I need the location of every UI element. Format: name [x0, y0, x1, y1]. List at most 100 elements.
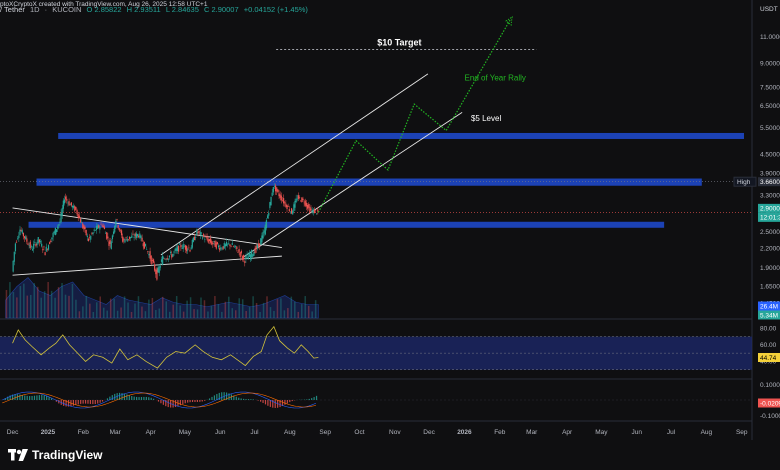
candle-body: [36, 242, 38, 245]
candle-body: [102, 225, 104, 227]
candle-body: [281, 200, 284, 201]
candle-body: [45, 246, 47, 252]
macd-histogram-bar: [313, 397, 315, 400]
countdown-badge: 12:01:3: [760, 215, 780, 222]
time-tick-label: Jul: [667, 429, 676, 436]
volume-bar: [290, 296, 293, 318]
candle-body: [304, 200, 306, 206]
volume-bar: [241, 299, 244, 318]
resistance-zone[interactable]: [36, 178, 702, 186]
candle-body: [112, 231, 115, 234]
volume-bar: [137, 296, 140, 318]
volume-bar: [75, 299, 77, 318]
volume-bar: [23, 283, 25, 318]
candle-body: [54, 227, 56, 236]
candle-body: [98, 225, 100, 228]
time-tick-label: Dec: [7, 429, 19, 436]
macd-histogram-bar: [94, 400, 96, 404]
candle-body: [221, 248, 223, 250]
candle-body: [188, 247, 190, 249]
candle-body: [84, 226, 86, 230]
candle-body: [136, 234, 139, 237]
candle-body: [282, 198, 285, 204]
projection-line[interactable]: [317, 19, 511, 213]
candle-body: [276, 187, 278, 192]
candle-body: [265, 220, 268, 229]
candle-body: [293, 204, 295, 211]
volume-bar: [92, 311, 95, 318]
time-axis[interactable]: Dec 2025 Feb Mar Apr May Jun Jul Aug Sep Oct Nov Dec…: [7, 429, 748, 436]
candle-body: [146, 249, 148, 250]
triangle-upper-line[interactable]: [12, 207, 282, 248]
candle-body: [186, 246, 188, 252]
candle-body: [90, 235, 92, 240]
candle-body: [312, 209, 314, 214]
macd-pane: [0, 391, 752, 409]
time-tick-label: May: [595, 429, 608, 436]
volume-bar: [266, 296, 268, 318]
candle-body: [82, 223, 84, 229]
chart-header: / Tether 1D · KUCOIN O 2.85822 H 2.93511…: [0, 5, 308, 14]
macd-histogram-bar: [221, 392, 223, 400]
resistance-zone[interactable]: [28, 221, 665, 228]
triangle-lower-line[interactable]: [12, 255, 282, 276]
candle-body: [134, 233, 136, 237]
change-value: +0.04152 (+1.45%): [243, 5, 308, 14]
time-tick-label: Oct: [354, 429, 364, 436]
price-axis[interactable]: 11.0000 9.0000 7.5000 6.5000 5.5000 4.5000 3.9…: [733, 0, 780, 440]
macd-histogram-bar: [279, 400, 281, 408]
macd-histogram-bar: [194, 400, 196, 402]
candle-body: [124, 239, 126, 243]
volume-bar: [248, 306, 251, 318]
macd-histogram-bar: [252, 399, 254, 400]
candle-body: [203, 234, 205, 237]
candle-body: [89, 237, 91, 238]
macd-histogram-bar: [118, 392, 121, 400]
time-tick-label: Mar: [110, 429, 122, 436]
candle-body: [269, 202, 271, 208]
candle-body: [133, 236, 135, 238]
channel-upper-line[interactable]: [160, 73, 429, 256]
volume-bar: [16, 297, 18, 318]
rsi-line: [12, 325, 319, 369]
candle-body: [92, 232, 94, 235]
candle-body: [204, 239, 206, 241]
footer-bar: [0, 440, 780, 470]
channel-lower-line[interactable]: [241, 111, 463, 259]
macd-histogram-bar: [65, 400, 67, 407]
candle-body: [191, 239, 193, 248]
macd-histogram-bar: [24, 395, 26, 400]
price-tick-label: 2.5000: [760, 229, 780, 236]
candle-body: [280, 195, 282, 201]
candle-body: [85, 230, 87, 236]
volume-badge-2-bg: [758, 310, 780, 320]
volume-bar: [231, 308, 234, 318]
candle-body: [190, 247, 192, 250]
resistance-zone[interactable]: [58, 132, 745, 139]
volume-bar: [297, 311, 300, 318]
tradingview-logo[interactable]: TradingView: [8, 448, 102, 462]
candle-body: [302, 198, 304, 200]
candle-body: [301, 197, 303, 202]
candle-body: [69, 204, 71, 206]
candle-body: [187, 249, 189, 251]
macd-histogram-bar: [165, 400, 167, 407]
candle-body: [34, 241, 36, 243]
candle-body: [77, 213, 79, 219]
candle-body: [87, 238, 90, 242]
volume-badge-1: 26.4M: [760, 303, 778, 310]
volume-bar: [82, 306, 84, 318]
volume-bar: [280, 298, 282, 318]
candle-body: [144, 243, 147, 247]
candle-body: [68, 201, 70, 206]
candle-body: [41, 243, 43, 247]
volume-bar: [311, 311, 313, 318]
candle-body: [47, 245, 50, 250]
macd-histogram-bar: [89, 400, 92, 404]
candle-body: [149, 251, 151, 259]
volume-badge-2: 5.34M: [760, 312, 778, 319]
candle-body: [214, 240, 216, 247]
macd-histogram-bar: [145, 396, 147, 400]
macd-histogram-bar: [228, 393, 230, 400]
